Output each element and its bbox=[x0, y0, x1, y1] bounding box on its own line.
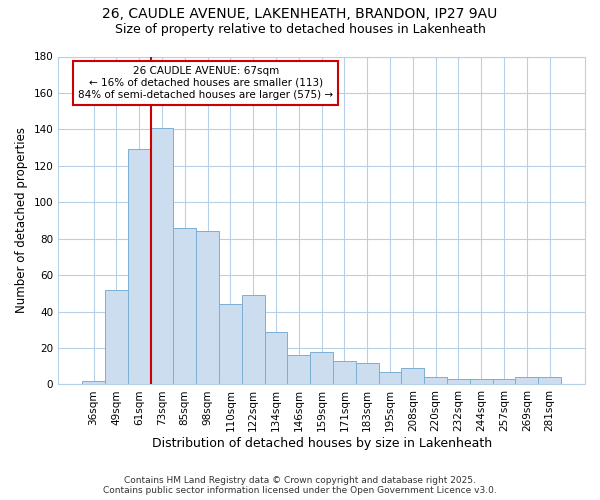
Y-axis label: Number of detached properties: Number of detached properties bbox=[15, 128, 28, 314]
Bar bbox=[538, 377, 561, 384]
Bar bbox=[447, 379, 470, 384]
Bar bbox=[493, 379, 515, 384]
Bar bbox=[356, 362, 379, 384]
Bar bbox=[128, 150, 151, 384]
Text: 26, CAUDLE AVENUE, LAKENHEATH, BRANDON, IP27 9AU: 26, CAUDLE AVENUE, LAKENHEATH, BRANDON, … bbox=[103, 8, 497, 22]
Bar bbox=[287, 356, 310, 384]
Text: Contains HM Land Registry data © Crown copyright and database right 2025.
Contai: Contains HM Land Registry data © Crown c… bbox=[103, 476, 497, 495]
Bar bbox=[379, 372, 401, 384]
Bar bbox=[401, 368, 424, 384]
X-axis label: Distribution of detached houses by size in Lakenheath: Distribution of detached houses by size … bbox=[152, 437, 491, 450]
Bar bbox=[515, 377, 538, 384]
Bar bbox=[265, 332, 287, 384]
Text: 26 CAUDLE AVENUE: 67sqm
← 16% of detached houses are smaller (113)
84% of semi-d: 26 CAUDLE AVENUE: 67sqm ← 16% of detache… bbox=[78, 66, 333, 100]
Bar bbox=[151, 128, 173, 384]
Bar bbox=[424, 377, 447, 384]
Bar bbox=[196, 232, 219, 384]
Text: Size of property relative to detached houses in Lakenheath: Size of property relative to detached ho… bbox=[115, 22, 485, 36]
Bar bbox=[219, 304, 242, 384]
Bar bbox=[105, 290, 128, 384]
Bar bbox=[242, 295, 265, 384]
Bar bbox=[82, 381, 105, 384]
Bar bbox=[470, 379, 493, 384]
Bar bbox=[333, 361, 356, 384]
Bar bbox=[173, 228, 196, 384]
Bar bbox=[310, 352, 333, 384]
